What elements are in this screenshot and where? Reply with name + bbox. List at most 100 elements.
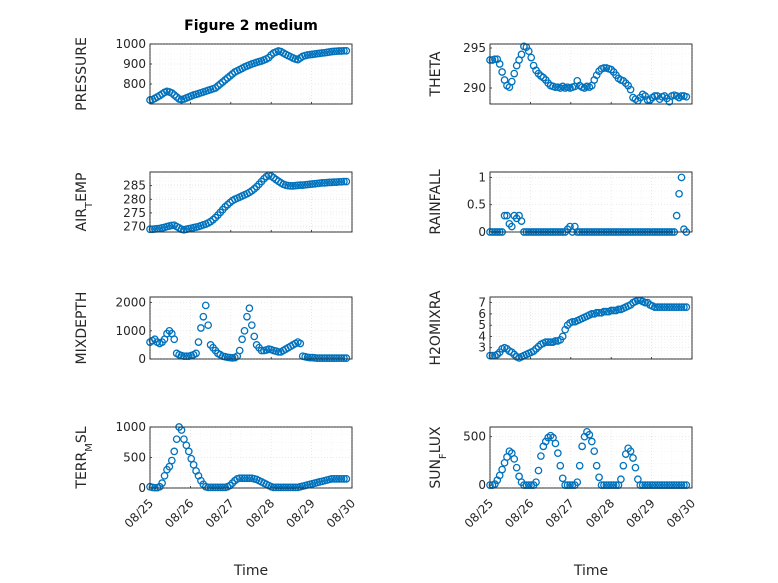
data-point bbox=[507, 77, 516, 86]
data-point bbox=[677, 303, 686, 311]
data-point bbox=[286, 182, 295, 190]
data-point bbox=[537, 452, 545, 460]
data-point bbox=[587, 310, 596, 318]
y-tick-label: 270 bbox=[123, 220, 146, 234]
data-point bbox=[667, 303, 676, 311]
data-point bbox=[240, 326, 249, 335]
data-point bbox=[507, 348, 516, 357]
data-point bbox=[211, 213, 220, 222]
data-point bbox=[595, 308, 603, 317]
data-point bbox=[240, 474, 249, 483]
data-point bbox=[289, 483, 297, 492]
data-point bbox=[658, 303, 666, 311]
data-point bbox=[318, 179, 326, 187]
data-point bbox=[228, 479, 237, 487]
data-point bbox=[315, 354, 324, 363]
subplot-3: 0 0.5 1 RAINFALL bbox=[428, 169, 693, 239]
xlabel-6: Time bbox=[233, 563, 268, 579]
data-point bbox=[493, 350, 502, 359]
data-point bbox=[337, 474, 346, 483]
data-point bbox=[342, 46, 351, 55]
data-point bbox=[503, 211, 511, 220]
data-point bbox=[214, 483, 222, 492]
data-point bbox=[517, 217, 526, 225]
data-point bbox=[609, 306, 618, 315]
y-tick-label: 280 bbox=[123, 192, 146, 206]
data-point bbox=[197, 324, 205, 332]
data-point bbox=[546, 338, 555, 346]
y-tick-label: 295 bbox=[463, 41, 486, 55]
data-point bbox=[252, 182, 261, 191]
axes-border-2 bbox=[149, 171, 353, 233]
data-point bbox=[235, 474, 244, 483]
data-point bbox=[660, 92, 669, 100]
data-point bbox=[194, 338, 203, 346]
data-point bbox=[337, 47, 346, 55]
data-point bbox=[286, 483, 295, 492]
x-tick-label: 08/28 bbox=[583, 496, 617, 530]
data-point bbox=[211, 483, 220, 492]
data-point bbox=[534, 69, 543, 78]
y-tick-label: 500 bbox=[463, 430, 486, 444]
axes-border-1 bbox=[489, 43, 693, 105]
data-point bbox=[342, 354, 351, 363]
data-point bbox=[532, 478, 540, 487]
data-point bbox=[646, 96, 654, 104]
data-point bbox=[340, 354, 348, 363]
data-point bbox=[238, 474, 246, 483]
data-point bbox=[332, 474, 341, 483]
data-point bbox=[296, 181, 305, 189]
x-tick-label: 08/29 bbox=[283, 496, 317, 530]
data-point bbox=[243, 312, 251, 321]
xlabel-7: Time bbox=[573, 563, 608, 579]
x-tick-label: 08/28 bbox=[243, 496, 277, 530]
data-point bbox=[172, 435, 181, 444]
data-point bbox=[274, 483, 283, 492]
data-point bbox=[510, 69, 519, 78]
data-point bbox=[170, 447, 179, 456]
data-point bbox=[340, 474, 348, 483]
y-tick-label: 900 bbox=[123, 57, 146, 71]
data-point bbox=[184, 447, 193, 456]
data-point bbox=[670, 303, 679, 311]
data-point bbox=[682, 92, 691, 101]
data-point bbox=[600, 307, 608, 316]
data-point bbox=[672, 303, 681, 311]
data-point bbox=[510, 455, 519, 463]
figure-title: Figure 2 medium bbox=[184, 18, 318, 34]
data-point bbox=[226, 481, 234, 490]
y-tick-label: 2000 bbox=[115, 296, 146, 310]
data-point bbox=[592, 461, 601, 470]
data-point bbox=[568, 317, 577, 326]
data-point bbox=[325, 178, 334, 187]
data-point bbox=[318, 49, 326, 57]
axes-border-4 bbox=[149, 296, 353, 360]
data-point bbox=[342, 474, 351, 483]
y-tick-label: 275 bbox=[123, 206, 146, 220]
data-point bbox=[665, 303, 674, 311]
data-point bbox=[335, 177, 343, 186]
data-point bbox=[517, 50, 526, 59]
data-point bbox=[682, 303, 691, 311]
data-point bbox=[296, 339, 305, 348]
y-tick-label: 0 bbox=[478, 478, 486, 492]
axes-border-0 bbox=[149, 43, 353, 105]
data-point bbox=[617, 475, 625, 484]
data-point bbox=[204, 483, 213, 492]
subplot-0: 800 900 1000 PRESSURE bbox=[74, 37, 353, 111]
x-tick-label: 08/27 bbox=[203, 496, 237, 530]
data-point bbox=[575, 461, 584, 470]
ylabel-3: RAINFALL bbox=[428, 169, 444, 234]
data-point bbox=[206, 483, 215, 492]
data-point bbox=[541, 338, 550, 346]
data-point bbox=[539, 73, 548, 82]
data-point bbox=[269, 483, 278, 492]
data-point bbox=[335, 47, 343, 55]
data-point bbox=[500, 211, 509, 220]
data-point bbox=[247, 321, 256, 330]
data-point bbox=[541, 437, 550, 446]
data-point bbox=[551, 83, 560, 92]
data-point bbox=[325, 354, 334, 363]
